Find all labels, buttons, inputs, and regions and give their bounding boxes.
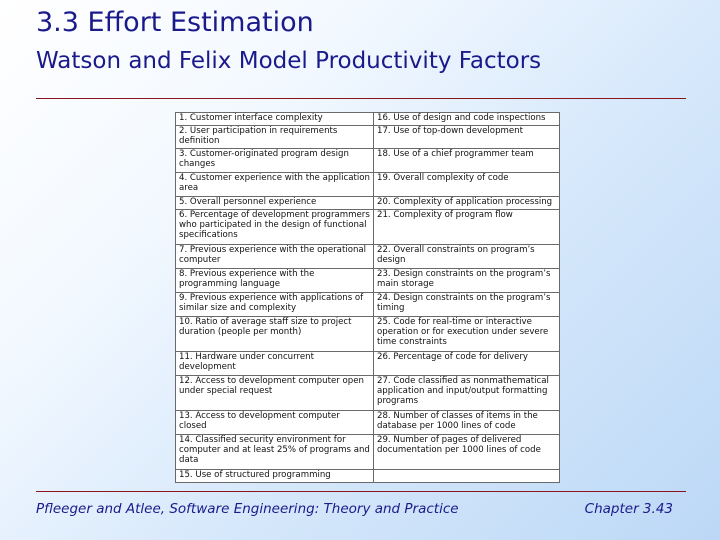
table-row: 9. Previous experience with applications… xyxy=(175,291,560,317)
factor-cell-right xyxy=(373,469,560,483)
factor-cell-left: 1. Customer interface complexity xyxy=(175,112,374,126)
footer-divider xyxy=(36,491,686,492)
table-row: 8. Previous experience with the programm… xyxy=(175,267,560,293)
footer-chapter: Chapter 3.43 xyxy=(584,501,673,517)
factor-cell-left: 12. Access to development computer open … xyxy=(175,374,374,412)
table-row: 1. Customer interface complexity 16. Use … xyxy=(175,112,560,126)
table-row: 3. Customer-originated program design ch… xyxy=(175,148,560,174)
factor-cell-right: 16. Use of design and code inspections xyxy=(373,112,560,126)
factor-cell-right: 19. Overall complexity of code xyxy=(373,172,560,198)
factor-cell-left: 9. Previous experience with applications… xyxy=(175,291,374,317)
table-row: 5. Overall personnel experience 20. Compl… xyxy=(175,196,560,210)
factor-cell-left: 4. Customer experience with the applicat… xyxy=(175,172,374,198)
factor-cell-left: 8. Previous experience with the programm… xyxy=(175,267,374,293)
factor-cell-right: 28. Number of classes of items in the da… xyxy=(373,410,560,436)
factor-cell-right: 22. Overall constraints on program’s des… xyxy=(373,244,560,269)
factor-cell-right: 25. Code for real-time or interactive op… xyxy=(373,315,560,353)
factor-cell-right: 20. Complexity of application processing xyxy=(373,196,560,210)
factor-cell-right: 27. Code classified as nonmathematical a… xyxy=(373,374,560,412)
factor-cell-left: 10. Ratio of average staff size to proje… xyxy=(175,315,374,353)
footer-citation: Pfleeger and Atlee, Software Engineering… xyxy=(36,501,459,517)
factor-cell-right: 29. Number of pages of delivered documen… xyxy=(373,434,560,471)
factor-cell-left: 5. Overall personnel experience xyxy=(175,196,374,210)
factor-cell-right: 26. Percentage of code for delivery xyxy=(373,351,560,376)
factor-cell-right: 23. Design constraints on the program’s … xyxy=(373,267,560,293)
table-row: 14. Classified security environment for … xyxy=(175,434,560,471)
table-row: 4. Customer experience with the applicat… xyxy=(175,172,560,198)
table-row: 13. Access to development computer close… xyxy=(175,410,560,436)
table-row: 12. Access to development computer open … xyxy=(175,374,560,412)
table-row: 15. Use of structured programming xyxy=(175,469,560,483)
factor-cell-left: 11. Hardware under concurrent developmen… xyxy=(175,351,374,376)
title-divider xyxy=(36,98,686,99)
factor-cell-left: 2. User participation in requirements de… xyxy=(175,124,374,150)
slide-subtitle: Watson and Felix Model Productivity Fact… xyxy=(36,48,542,74)
factor-cell-left: 13. Access to development computer close… xyxy=(175,410,374,436)
table-row: 7. Previous experience with the operatio… xyxy=(175,244,560,269)
factor-cell-right: 18. Use of a chief programmer team xyxy=(373,148,560,174)
factor-cell-left: 6. Percentage of development programmers… xyxy=(175,208,374,246)
factor-cell-left: 15. Use of structured programming xyxy=(175,469,374,483)
factor-cell-left: 7. Previous experience with the operatio… xyxy=(175,244,374,269)
table-row: 2. User participation in requirements de… xyxy=(175,124,560,150)
factor-cell-left: 3. Customer-originated program design ch… xyxy=(175,148,374,174)
table-row: 10. Ratio of average staff size to proje… xyxy=(175,315,560,353)
factor-cell-right: 24. Design constraints on the program’s … xyxy=(373,291,560,317)
factor-cell-right: 17. Use of top-down development xyxy=(373,124,560,150)
productivity-factors-table: 1. Customer interface complexity 16. Use … xyxy=(175,112,560,483)
slide-title: 3.3 Effort Estimation xyxy=(36,7,314,38)
table-row: 11. Hardware under concurrent developmen… xyxy=(175,351,560,376)
factor-cell-left: 14. Classified security environment for … xyxy=(175,434,374,471)
table-row: 6. Percentage of development programmers… xyxy=(175,208,560,246)
factor-cell-right: 21. Complexity of program flow xyxy=(373,208,560,246)
